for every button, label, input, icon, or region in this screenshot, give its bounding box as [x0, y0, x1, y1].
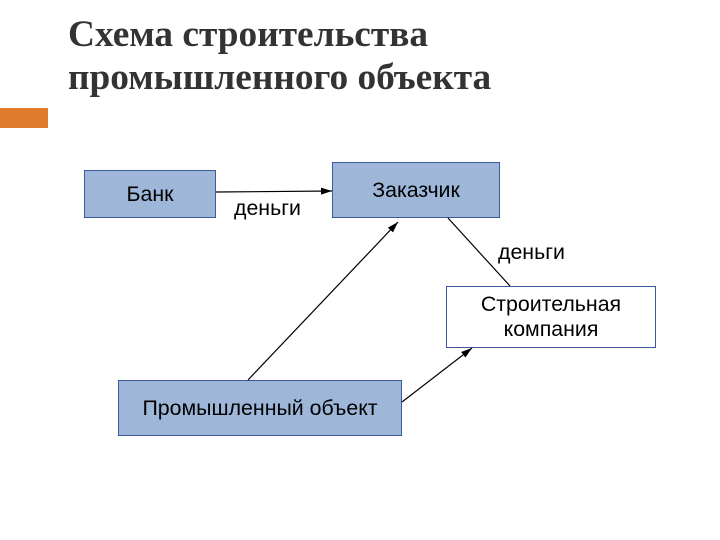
edge-object-builder [402, 348, 472, 402]
node-bank: Банк [84, 170, 216, 218]
title-line-2: промышленного объекта [68, 57, 491, 100]
edge-bank-customer [216, 188, 332, 195]
edge-object-customer [248, 222, 398, 380]
accent-bar [0, 108, 48, 128]
node-object: Промышленный объект [118, 380, 402, 436]
label-money1: деньги [234, 196, 301, 221]
page-title: Схема строительства промышленного объект… [68, 14, 491, 99]
node-customer: Заказчик [332, 162, 500, 218]
title-line-1: Схема строительства [68, 14, 491, 57]
node-builder: Строительная компания [446, 286, 656, 348]
label-money2: деньги [498, 240, 565, 265]
